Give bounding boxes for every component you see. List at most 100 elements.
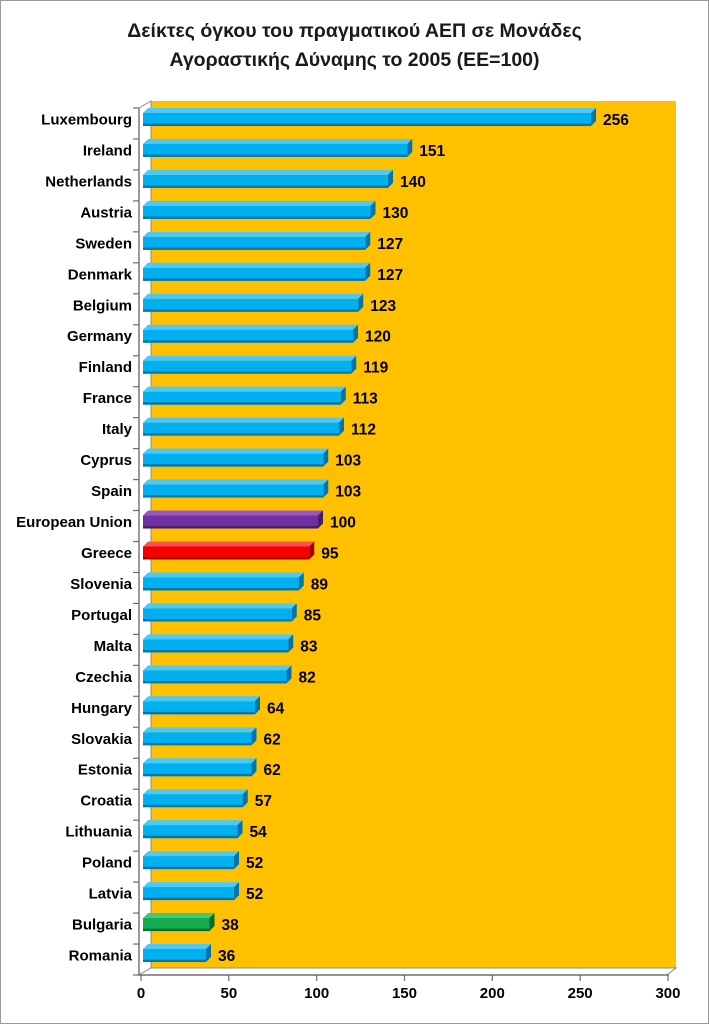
bar-shadow-sweden <box>143 247 366 250</box>
bar-belgium <box>143 298 359 312</box>
chart-title-line2: Αγοραστικής Δύναμης το 2005 (ΕΕ=100) <box>169 49 540 71</box>
bar-end-hungary <box>255 696 260 715</box>
floor <box>137 967 678 976</box>
value-label: 140 <box>400 174 426 191</box>
bar-shadow-lithuania <box>143 835 238 839</box>
bar-end-croatia <box>242 789 248 808</box>
value-label: 100 <box>330 515 356 532</box>
bar-slovakia <box>143 732 252 746</box>
value-label: 36 <box>218 948 236 965</box>
bar-poland <box>143 856 234 870</box>
category-label: Portugal <box>71 607 132 624</box>
value-label: 85 <box>304 607 322 624</box>
bar-end-portugal <box>291 603 297 622</box>
value-label: 120 <box>365 329 391 346</box>
category-label: Austria <box>80 204 132 221</box>
bar-end-poland <box>234 851 239 870</box>
bar-top-italy <box>143 417 344 423</box>
value-label: 127 <box>377 236 403 253</box>
value-label: 52 <box>246 855 263 872</box>
value-label: 127 <box>377 267 403 284</box>
category-label: Bulgaria <box>72 917 133 934</box>
chart-title-line1: Δείκτες όγκου του πραγματικού ΑΕΠ σε Μον… <box>127 20 582 42</box>
bar-top-cyprus <box>143 448 329 454</box>
value-label: 57 <box>255 793 272 810</box>
value-label: 103 <box>335 453 361 470</box>
bar-denmark <box>143 267 366 281</box>
bar-bulgaria <box>143 918 210 932</box>
value-label: 119 <box>363 360 388 377</box>
bar-shadow-romania <box>143 959 206 963</box>
category-label: Hungary <box>71 700 133 717</box>
bar-sweden <box>143 236 366 250</box>
x-tick-label: 250 <box>568 985 593 1002</box>
bar-top-austria <box>143 200 376 206</box>
bar-lithuania <box>143 825 238 839</box>
x-tick-label: 50 <box>220 985 237 1002</box>
x-tick-label: 0 <box>137 985 145 1002</box>
category-label: Latvia <box>89 886 133 903</box>
category-label: Malta <box>94 638 133 655</box>
bar-shadow-belgium <box>143 309 359 312</box>
bar-shadow-malta <box>143 649 289 653</box>
bar-hungary <box>143 701 255 715</box>
bar-end-austria <box>370 200 376 219</box>
bar-top-luxembourg <box>143 107 596 113</box>
category-label: Luxembourg <box>41 111 132 128</box>
bar-end-finland <box>351 355 357 374</box>
value-label: 89 <box>311 576 329 593</box>
category-label: France <box>83 390 132 407</box>
category-label: Croatia <box>80 793 132 810</box>
bar-malta <box>143 639 289 653</box>
bar-shadow-germany <box>143 340 353 343</box>
value-label: 151 <box>419 143 445 160</box>
bar-top-romania <box>143 944 211 950</box>
bar-shadow-greece <box>143 557 310 560</box>
category-label: Netherlands <box>45 173 132 190</box>
bar-end-italy <box>339 417 344 436</box>
bar-end-slovenia <box>298 572 304 591</box>
x-tick-label: 300 <box>655 985 680 1002</box>
value-label: 112 <box>351 422 376 439</box>
bar-top-netherlands <box>143 169 393 175</box>
bar-shadow-france <box>143 402 341 405</box>
category-label: Denmark <box>68 266 133 283</box>
value-label: 62 <box>264 762 281 779</box>
bar-end-netherlands <box>388 169 393 188</box>
value-label: 130 <box>383 205 409 222</box>
bar-end-romania <box>206 944 211 963</box>
bar-shadow-austria <box>143 216 371 219</box>
value-label: 113 <box>353 391 378 408</box>
value-label: 82 <box>299 669 316 686</box>
bar-spain <box>143 484 324 498</box>
bar-finland <box>143 360 352 374</box>
chart-title: Δείκτες όγκου του πραγματικού ΑΕΠ σε Μον… <box>1 17 708 75</box>
category-label: Spain <box>91 483 132 500</box>
bar-shadow-european-union <box>143 526 318 529</box>
x-tick-label: 150 <box>392 985 417 1002</box>
bar-end-lithuania <box>237 820 243 839</box>
bar-end-czechia <box>286 665 292 684</box>
bar-top-czechia <box>143 665 292 671</box>
bar-netherlands <box>143 174 388 188</box>
bar-shadow-cyprus <box>143 464 324 467</box>
bar-latvia <box>143 887 234 901</box>
bar-end-belgium <box>358 293 364 312</box>
bar-romania <box>143 949 206 963</box>
value-label: 83 <box>300 638 318 655</box>
value-label: 256 <box>603 112 629 129</box>
bar-shadow-portugal <box>143 619 292 622</box>
bar-end-denmark <box>365 262 371 281</box>
bar-czechia <box>143 670 287 684</box>
category-label: Finland <box>79 359 132 376</box>
bar-shadow-estonia <box>143 773 252 777</box>
bar-end-cyprus <box>323 448 329 467</box>
bar-shadow-slovakia <box>143 742 252 746</box>
bar-top-lithuania <box>143 820 243 826</box>
category-label: Estonia <box>78 762 133 779</box>
category-label: Poland <box>82 855 132 872</box>
value-label: 38 <box>222 917 240 934</box>
bar-top-portugal <box>143 603 297 609</box>
category-label: Czechia <box>75 669 132 686</box>
